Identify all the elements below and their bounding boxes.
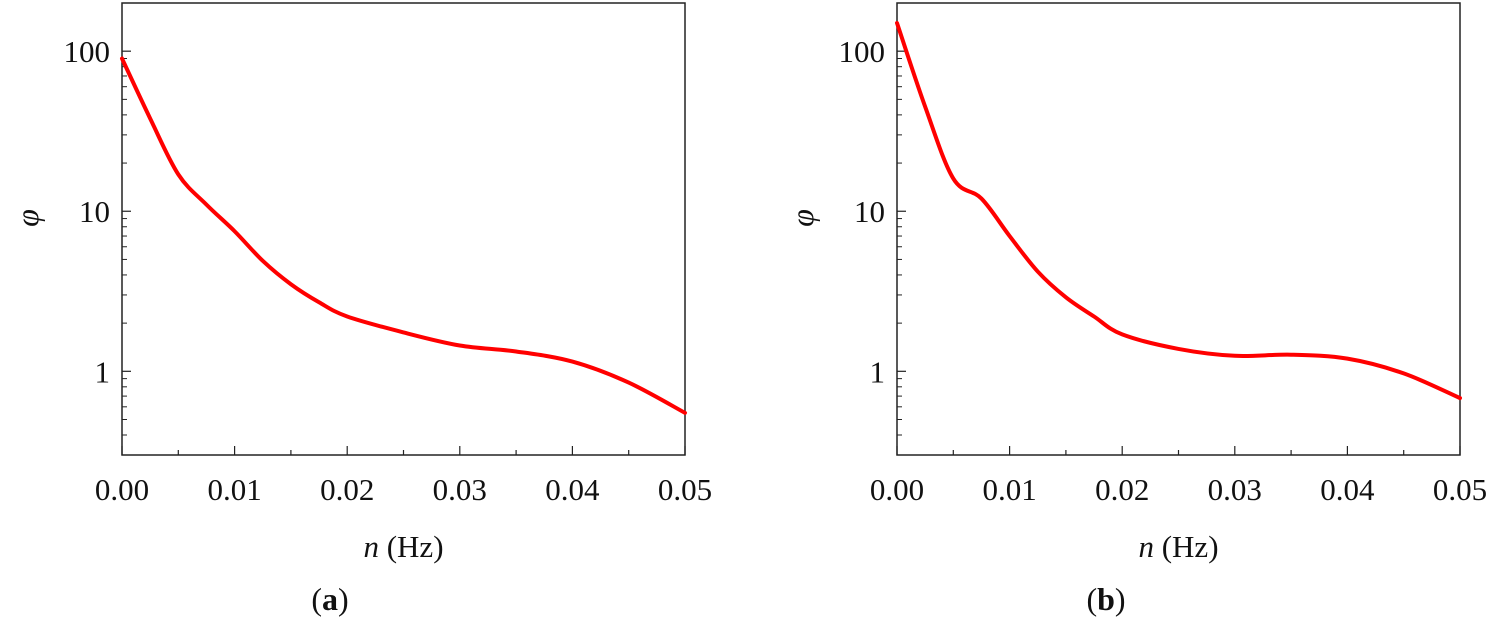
x-tick-label: 0.03 (433, 472, 487, 507)
x-tick-label: 0.00 (95, 472, 149, 507)
panel-label-open: ( (311, 581, 322, 617)
x-tick-label: 0.04 (545, 472, 600, 507)
x-axis-label: n (Hz) (363, 529, 443, 564)
x-axis-label-variable: n (1138, 529, 1154, 564)
panel-label: (b) (1086, 581, 1125, 617)
panel-label-close: ) (1115, 581, 1126, 617)
panel-label: (a) (311, 581, 348, 617)
panel-label-letter: a (322, 581, 338, 617)
x-axis-label: n (Hz) (1138, 529, 1218, 564)
panel-label-close: ) (338, 581, 349, 617)
x-tick-label: 0.05 (1433, 472, 1487, 507)
x-axis-label-unit: (Hz) (379, 529, 444, 564)
plot-frame (896, 2, 1461, 456)
y-tick-label: 10 (854, 194, 885, 229)
plot-frame (121, 2, 686, 456)
chart-panel-a: 0.00 0.01 0.02 0.03 0.04 0.05 1 10 100 φ n (Hz) (a) (9, 2, 712, 617)
x-tick-label: 0.02 (1095, 472, 1149, 507)
x-tick-label: 0.01 (207, 472, 261, 507)
data-line (120, 56, 687, 415)
x-tick-label: 0.00 (870, 472, 924, 507)
chart-panel-b: 0.00 0.01 0.02 0.03 0.04 0.05 1 10 100 φ n (Hz) (b) (784, 2, 1487, 617)
y-tick-label: 10 (79, 194, 110, 229)
y-axis-label: φ (9, 209, 45, 227)
y-tick-label: 1 (870, 354, 886, 389)
y-tick-label: 100 (839, 34, 886, 69)
x-tick-label: 0.04 (1320, 472, 1375, 507)
data-line (895, 20, 1462, 401)
x-tick-label: 0.01 (982, 472, 1036, 507)
y-axis-label: φ (784, 209, 820, 227)
y-tick-label: 100 (64, 34, 111, 69)
x-axis-label-variable: n (363, 529, 379, 564)
x-tick-label: 0.02 (320, 472, 374, 507)
panel-label-letter: b (1097, 581, 1115, 617)
x-axis-label-unit: (Hz) (1154, 529, 1219, 564)
x-tick-label: 0.03 (1208, 472, 1262, 507)
y-tick-label: 1 (95, 354, 111, 389)
panel-label-open: ( (1086, 581, 1097, 617)
x-tick-label: 0.05 (658, 472, 712, 507)
